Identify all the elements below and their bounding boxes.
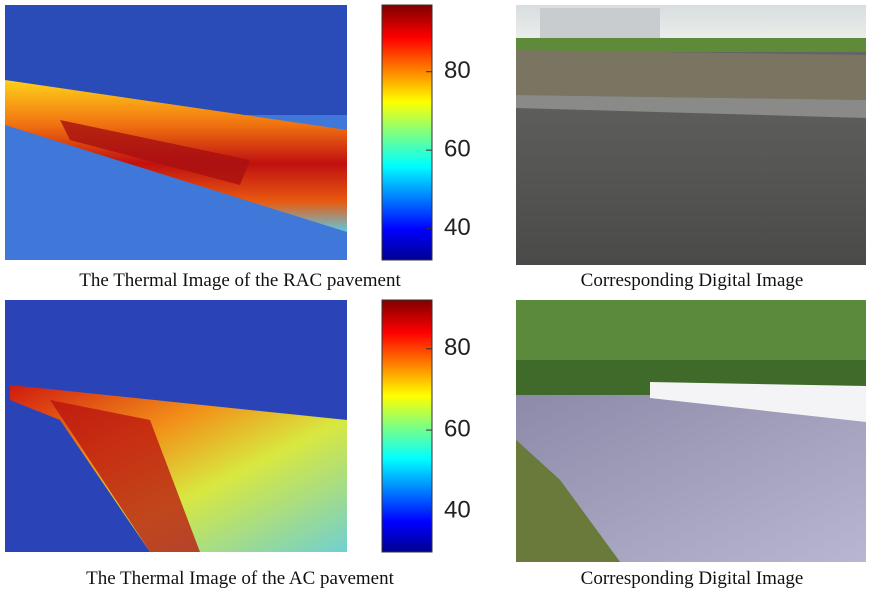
colorbar	[382, 5, 432, 260]
tick-label: 40	[444, 497, 471, 524]
thermal-image	[5, 300, 347, 552]
tick-label: 60	[444, 415, 471, 442]
tick-label: 60	[444, 135, 471, 162]
tick-label: 80	[444, 57, 471, 84]
figure: The Thermal Image of the RAC pavement Co…	[0, 0, 869, 594]
tick-label: 40	[444, 214, 471, 241]
photo	[516, 5, 866, 265]
colorbar	[382, 300, 432, 552]
caption: The Thermal Image of the AC pavement	[86, 568, 394, 589]
caption: The Thermal Image of the RAC pavement	[79, 270, 401, 291]
photo	[516, 300, 866, 562]
thermal-image	[5, 5, 347, 260]
caption: Corresponding Digital Image	[581, 270, 804, 291]
tick-label: 80	[444, 334, 471, 361]
caption: Corresponding Digital Image	[581, 568, 804, 589]
